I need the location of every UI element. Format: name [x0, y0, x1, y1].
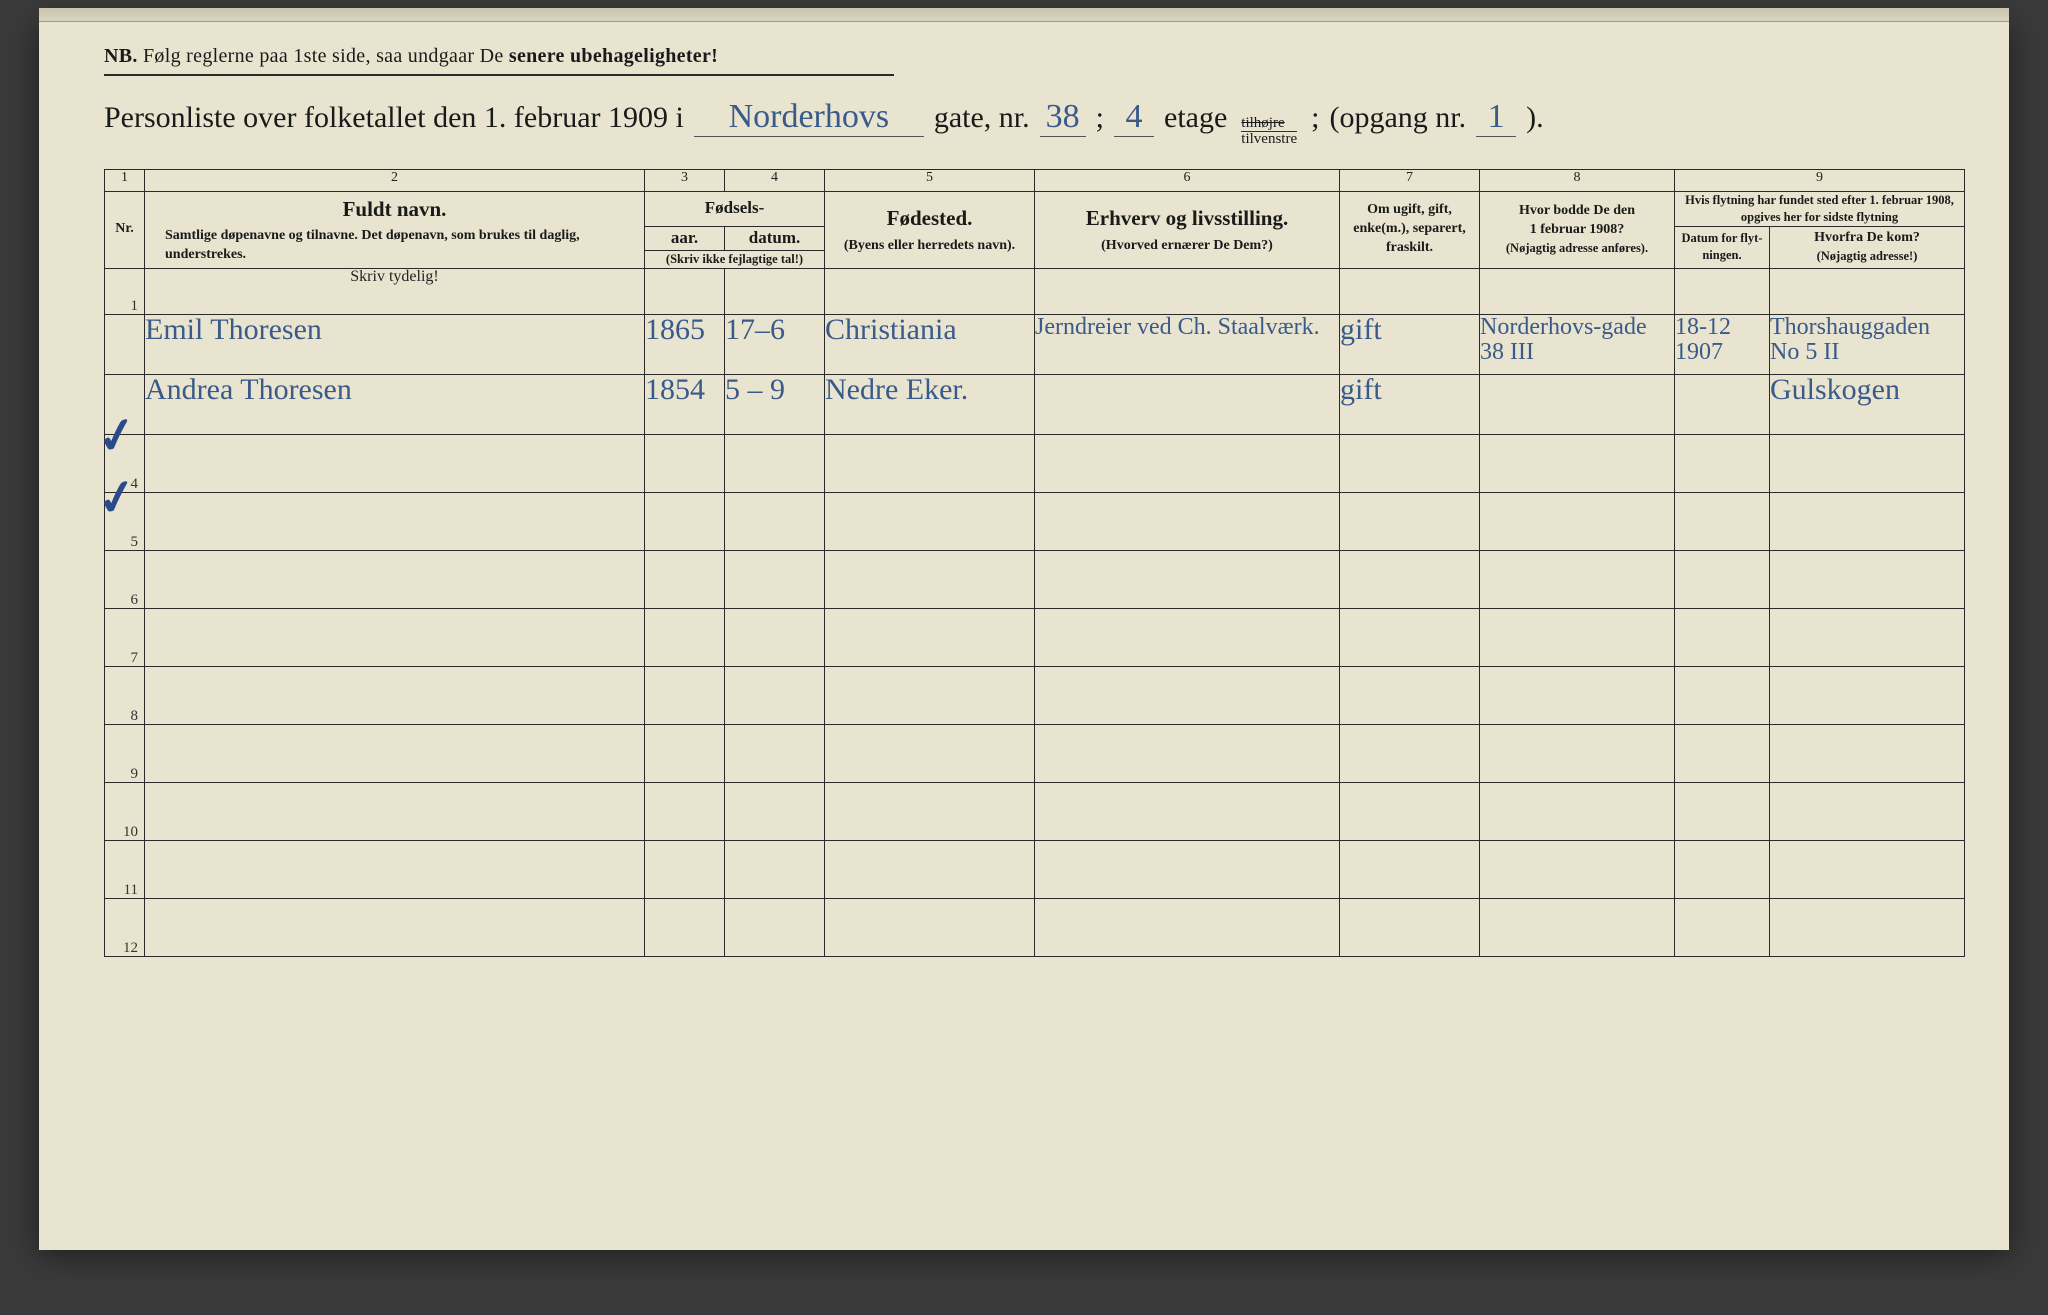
coln-9: 9 [1675, 170, 1965, 192]
row-nr [105, 314, 145, 374]
opgang-label: (opgang nr. [1329, 101, 1466, 135]
hdr-datum: datum. [725, 226, 825, 250]
gate-nr-hand: 38 [1040, 98, 1086, 137]
empty-row: 11 [105, 840, 1965, 898]
hdr-nr: Nr. [105, 192, 145, 269]
hdr-flyt-hvorfra: Hvorfra De kom? (Nøjagtig adresse!) [1770, 226, 1965, 268]
semicolon2: ; [1311, 101, 1319, 135]
cell-sivil: gift [1340, 374, 1480, 434]
coln-8: 8 [1480, 170, 1675, 192]
semicolon: ; [1096, 101, 1104, 135]
etage-nr-hand: 4 [1114, 98, 1154, 137]
nb-notice: NB. Følg reglerne paa 1ste side, saa und… [104, 45, 1954, 68]
data-row-1: Emil Thoresen 1865 17–6 Christiania Jern… [105, 314, 1965, 374]
skriv-tydelig-row: 1 Skriv tydelig! [105, 268, 1965, 314]
etage-label: etage [1164, 101, 1227, 135]
cell-navn: Andrea Thoresen [145, 374, 645, 434]
cell-erhverv: Jerndreier ved Ch. Staalværk. [1035, 314, 1340, 374]
hdr-aar: aar. [645, 226, 725, 250]
header-row-1: Nr. Fuldt navn. Samtlige døpenavne og ti… [105, 192, 1965, 227]
coln-2: 2 [145, 170, 645, 192]
table-body: 1 Skriv tydelig! Emil Thoresen 1865 17–6… [105, 268, 1965, 956]
cell-hvorfra: Gulskogen [1770, 374, 1965, 434]
census-form-page: NB. Følg reglerne paa 1ste side, saa und… [39, 20, 2009, 1250]
skriv-tydelig-cell: Skriv tydelig! [145, 268, 645, 314]
coln-5: 5 [825, 170, 1035, 192]
gate-label: gate, nr. [934, 101, 1030, 135]
cell-aar: 1865 [645, 314, 725, 374]
nb-text-b: senere ubehageligheter! [509, 45, 718, 67]
data-row-2: Andrea Thoresen 1854 5 – 9 Nedre Eker. g… [105, 374, 1965, 434]
cell-bodde: Norderhovs-gade 38 III [1480, 314, 1675, 374]
side-stacked: tilhøjre tilvenstre [1241, 116, 1297, 147]
empty-row: 10 [105, 782, 1965, 840]
nb-underline [104, 74, 894, 76]
cell-fodested: Christiania [825, 314, 1035, 374]
cell-flyt-dat: 18-12 1907 [1675, 314, 1770, 374]
nb-prefix: NB. [104, 45, 138, 67]
hdr-erhverv: Erhverv og livsstilling. (Hvorved ernære… [1035, 192, 1340, 269]
hdr-sivil: Om ugift, gift, enke(m.), separert, fras… [1340, 192, 1480, 269]
row1-nr: 1 [105, 268, 145, 314]
opgang-nr-hand: 1 [1476, 98, 1516, 137]
coln-6: 6 [1035, 170, 1340, 192]
cell-hvorfra: Thorshauggaden No 5 II [1770, 314, 1965, 374]
empty-row: 8 [105, 666, 1965, 724]
empty-row: 5 [105, 492, 1965, 550]
empty-row: 4 [105, 434, 1965, 492]
hdr-skriv-ikke: (Skriv ikke fejlagtige tal!) [645, 250, 825, 268]
empty-row: 12 [105, 898, 1965, 956]
side-top: tilhøjre [1241, 116, 1297, 132]
table-head: 1 2 3 4 5 6 7 8 9 Nr. Fuldt navn. Samtli… [105, 170, 1965, 269]
nb-text-a: Følg reglerne paa 1ste side, saa undgaar… [143, 45, 504, 67]
cell-fodested: Nedre Eker. [825, 374, 1035, 434]
coln-4: 4 [725, 170, 825, 192]
colnum-row: 1 2 3 4 5 6 7 8 9 [105, 170, 1965, 192]
empty-row: 9 [105, 724, 1965, 782]
cell-navn: Emil Thoresen [145, 314, 645, 374]
hdr-fodested: Fødested. (Byens eller herre­dets navn). [825, 192, 1035, 269]
census-table: 1 2 3 4 5 6 7 8 9 Nr. Fuldt navn. Samtli… [104, 169, 1965, 957]
title-prefix: Personliste over folketallet den 1. febr… [104, 101, 684, 135]
coln-3: 3 [645, 170, 725, 192]
cell-datum: 17–6 [725, 314, 825, 374]
coln-7: 7 [1340, 170, 1480, 192]
cell-erhverv [1035, 374, 1340, 434]
cell-sivil: gift [1340, 314, 1480, 374]
page-edge-shadow [39, 8, 2009, 22]
hdr-bodde: Hvor bodde De den 1 februar 1908? (Nøjag… [1480, 192, 1675, 269]
empty-row: 7 [105, 608, 1965, 666]
close-paren: ). [1526, 101, 1544, 135]
cell-aar: 1854 [645, 374, 725, 434]
cell-bodde [1480, 374, 1675, 434]
form-title-line: Personliste over folketallet den 1. febr… [104, 98, 1954, 147]
coln-1: 1 [105, 170, 145, 192]
cell-datum: 5 – 9 [725, 374, 825, 434]
hdr-flyt-top: Hvis flytning har fundet sted efter 1. f… [1675, 192, 1965, 227]
empty-row: 6 [105, 550, 1965, 608]
hdr-navn: Fuldt navn. Samtlige døpenavne og tilnav… [145, 192, 645, 269]
side-bot: tilvenstre [1241, 132, 1297, 147]
hdr-flyt-datum: Datum for flyt­ningen. [1675, 226, 1770, 268]
hdr-fodsels: Fødsels- [645, 192, 825, 227]
street-name-hand: Norderhovs [694, 98, 924, 137]
cell-flyt-dat [1675, 374, 1770, 434]
